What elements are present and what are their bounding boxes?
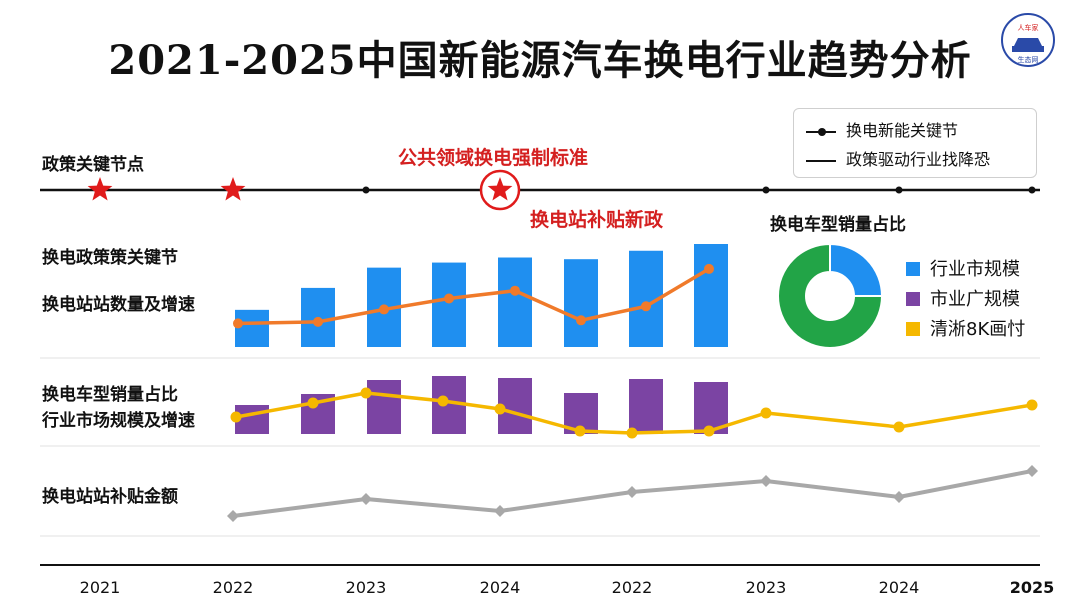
x-tick-label: 2021 — [79, 578, 121, 597]
station-count-bar — [694, 244, 728, 347]
logo-bottom-text: 生态网 — [1018, 55, 1039, 64]
donut-title: 换电车型销量占比 — [770, 215, 906, 235]
timeline-label: 政策关键节点 — [42, 155, 144, 175]
subsidy-point — [227, 510, 239, 522]
timeline-node — [1028, 186, 1036, 194]
timeline-node — [362, 186, 370, 194]
timeline-callout-bottom: 换电站补贴新政 — [530, 209, 664, 231]
chart-title: 2021-2025中国新能源汽车换电行业趋势分析 — [108, 37, 972, 84]
legend-line-item: 政策驱动行业找降恐 — [806, 146, 990, 170]
market-size-point — [626, 427, 638, 439]
market-size-point — [437, 395, 449, 407]
share-bar — [367, 380, 401, 434]
legend-bar-item: 市业广规模 — [906, 285, 1020, 311]
legend-bar-item: 清淅8K画忖 — [906, 315, 1025, 341]
panel3-label: 换电站站补贴金额 — [42, 487, 178, 507]
x-tick-label: 2023 — [745, 578, 787, 597]
timeline-node — [762, 186, 770, 194]
subsidy-point — [626, 486, 638, 498]
legend-line-item: 换电新能关键节 — [806, 117, 958, 141]
legend-bar-label: 清淅8K画忖 — [930, 319, 1026, 340]
market-size-point — [1026, 399, 1038, 411]
subsidy-point — [360, 493, 372, 505]
timeline-star-icon — [220, 177, 246, 201]
legend-line-label: 政策驱动行业找降恐 — [846, 150, 991, 169]
panel2-label-2: 行业市场规模及增速 — [42, 411, 195, 431]
station-count-bar — [235, 309, 269, 347]
donut-slice — [777, 242, 884, 349]
station-growth-point — [704, 263, 714, 274]
market-size-point — [230, 411, 242, 423]
timeline-node — [895, 186, 903, 194]
panel2-label-1: 换电车型销量占比 — [42, 385, 178, 405]
legend-line-icon — [806, 159, 836, 162]
timeline-callout-top: 公共领域换电强制标准 — [398, 147, 589, 169]
station-count-bar — [432, 262, 466, 347]
market-size-point — [893, 421, 905, 433]
station-count-bar — [564, 259, 598, 347]
subsidy-point — [760, 475, 772, 487]
market-size-point — [307, 397, 319, 409]
legend-dot-line-icon — [806, 127, 836, 136]
x-tick-label: 2025 — [1009, 578, 1055, 597]
subsidy-point — [893, 491, 905, 503]
x-tick-label: 2022 — [212, 578, 254, 597]
share-bar — [629, 379, 663, 434]
market-size-point — [574, 425, 586, 437]
legend-bar-label: 行业市规模 — [930, 259, 1020, 280]
x-tick-label: 2023 — [345, 578, 387, 597]
market-size-point — [360, 387, 372, 399]
logo: 人车家 生态网 — [1001, 13, 1055, 67]
legend-swatch — [906, 292, 920, 306]
station-count-bar — [498, 257, 532, 347]
legend-line-label: 换电新能关键节 — [846, 121, 959, 140]
legend-bar-item: 行业市规模 — [906, 255, 1020, 281]
panel1-label-2: 换电站站数量及增速 — [42, 295, 195, 315]
station-growth-point — [641, 301, 651, 312]
station-growth-point — [444, 293, 454, 304]
station-growth-point — [510, 285, 520, 296]
station-growth-line — [237, 267, 710, 326]
logo-top-text: 人车家 — [1018, 23, 1039, 32]
x-tick-label: 2022 — [611, 578, 653, 597]
station-growth-point — [576, 315, 586, 326]
subsidy-point — [494, 505, 506, 517]
market-size-point — [703, 425, 715, 437]
line-legend: 换电新能关键节 政策驱动行业找降恐 — [793, 108, 1037, 178]
station-growth-point — [233, 318, 243, 329]
panel1-label-1: 换电政策策关键节 — [42, 248, 178, 268]
subsidy-point — [1026, 465, 1038, 477]
market-size-point — [494, 403, 506, 415]
legend-swatch — [906, 262, 920, 276]
timeline-star-icon — [487, 177, 513, 201]
station-growth-point — [313, 316, 323, 327]
x-tick-label: 2024 — [479, 578, 521, 597]
legend-bar-label: 市业广规模 — [930, 289, 1020, 310]
timeline-star-icon — [87, 177, 113, 201]
x-tick-label: 2024 — [878, 578, 920, 597]
market-size-point — [760, 407, 772, 419]
legend-swatch — [906, 322, 920, 336]
donut-slice — [829, 242, 884, 297]
station-growth-point — [379, 304, 389, 315]
